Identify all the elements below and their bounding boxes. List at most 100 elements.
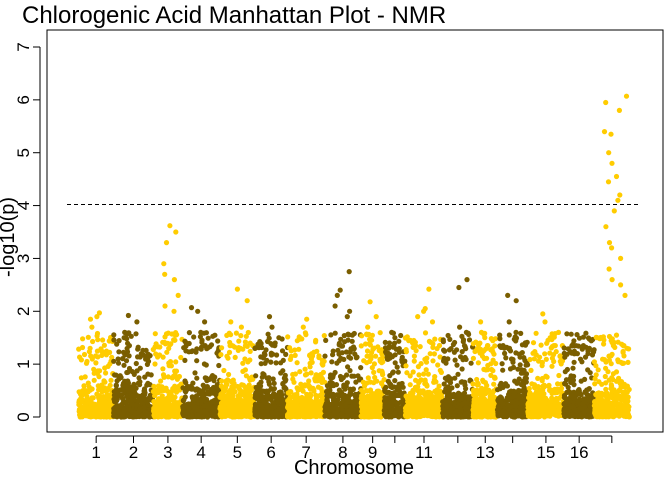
snp-point — [101, 342, 107, 348]
snp-point — [442, 401, 448, 407]
snp-point — [330, 374, 336, 380]
snp-point — [123, 384, 129, 390]
snp-point — [91, 377, 97, 383]
snp-point — [288, 410, 294, 416]
snp-point — [418, 411, 424, 417]
snp-point — [418, 361, 424, 367]
snp-point — [114, 341, 120, 347]
snp-point — [426, 409, 432, 415]
snp-point — [462, 344, 468, 350]
snp-point — [319, 361, 325, 367]
snp-point — [457, 412, 463, 418]
snp-point — [546, 383, 552, 389]
snp-point — [153, 387, 160, 394]
snp-point — [460, 339, 466, 345]
snp-point — [426, 338, 432, 344]
snp-point — [117, 393, 123, 399]
snp-point — [146, 411, 152, 417]
snp-point — [473, 339, 479, 345]
snp-point — [392, 360, 398, 366]
snp-point — [194, 375, 200, 381]
snp-point — [240, 346, 246, 352]
snp-point — [152, 344, 158, 350]
snp-point — [445, 332, 451, 339]
snp-point — [93, 353, 99, 359]
snp-point — [336, 351, 342, 357]
snp-point — [513, 335, 519, 341]
snp-point — [356, 377, 362, 383]
snp-point — [491, 394, 498, 400]
snp-point — [215, 338, 221, 344]
snp-point — [473, 394, 479, 401]
snp-point — [131, 383, 137, 389]
snp-point — [425, 371, 431, 377]
snp-point — [349, 373, 355, 379]
data-points — [76, 93, 632, 420]
snp-point — [396, 338, 402, 344]
snp-point — [367, 358, 373, 364]
snp-point — [145, 380, 151, 386]
snp-point — [547, 387, 553, 393]
snp-point — [376, 347, 382, 354]
snp-point — [242, 367, 248, 373]
snp-point — [296, 412, 302, 418]
snp-point — [468, 360, 474, 366]
snp-peak-point — [373, 314, 379, 320]
snp-point — [457, 406, 464, 412]
snp-point — [444, 411, 450, 417]
snp-point — [109, 354, 115, 360]
snp-point — [485, 367, 491, 373]
snp-point — [268, 405, 274, 411]
snp-point — [332, 330, 338, 336]
snp-point — [488, 361, 494, 367]
snp-point — [364, 332, 370, 338]
snp-point — [487, 390, 493, 396]
snp-point — [376, 409, 382, 415]
snp-point — [191, 334, 197, 340]
snp-peak-point — [367, 299, 373, 305]
snp-peak-point — [266, 314, 273, 320]
snp-point — [271, 380, 277, 386]
snp-point — [323, 337, 329, 343]
snp-point — [252, 405, 258, 411]
snp-point — [288, 389, 294, 395]
snp-point — [228, 408, 234, 414]
snp-point — [153, 351, 159, 357]
snp-point — [155, 383, 162, 389]
snp-point — [218, 406, 225, 412]
snp-point — [102, 365, 108, 371]
snp-point — [482, 380, 488, 386]
snp-point — [368, 354, 374, 360]
snp-point — [407, 382, 413, 388]
snp-point — [248, 402, 254, 408]
snp-point — [274, 352, 280, 358]
snp-point — [454, 383, 460, 389]
snp-point — [225, 355, 231, 361]
snp-point — [435, 362, 441, 368]
snp-point — [321, 333, 327, 339]
snp-point — [452, 375, 458, 381]
snp-point — [107, 401, 113, 407]
snp-point — [345, 331, 351, 337]
snp-point — [501, 345, 507, 351]
snp-point — [257, 389, 264, 395]
snp-point — [455, 392, 461, 398]
snp-point — [209, 388, 215, 394]
snp-peak-point — [296, 335, 302, 341]
snp-peak-point — [161, 261, 167, 267]
snp-point — [369, 337, 375, 343]
snp-point — [241, 388, 248, 395]
snp-point — [94, 391, 100, 397]
snp-point — [258, 354, 264, 360]
snp-point — [163, 385, 169, 391]
snp-point — [304, 403, 310, 409]
snp-point — [270, 351, 276, 357]
snp-point — [446, 347, 453, 353]
snp-point — [447, 398, 453, 404]
snp-point — [145, 351, 151, 357]
snp-point — [497, 343, 503, 349]
snp-point — [226, 330, 232, 336]
snp-point — [106, 338, 112, 344]
snp-point — [295, 387, 301, 393]
snp-point — [398, 332, 404, 339]
